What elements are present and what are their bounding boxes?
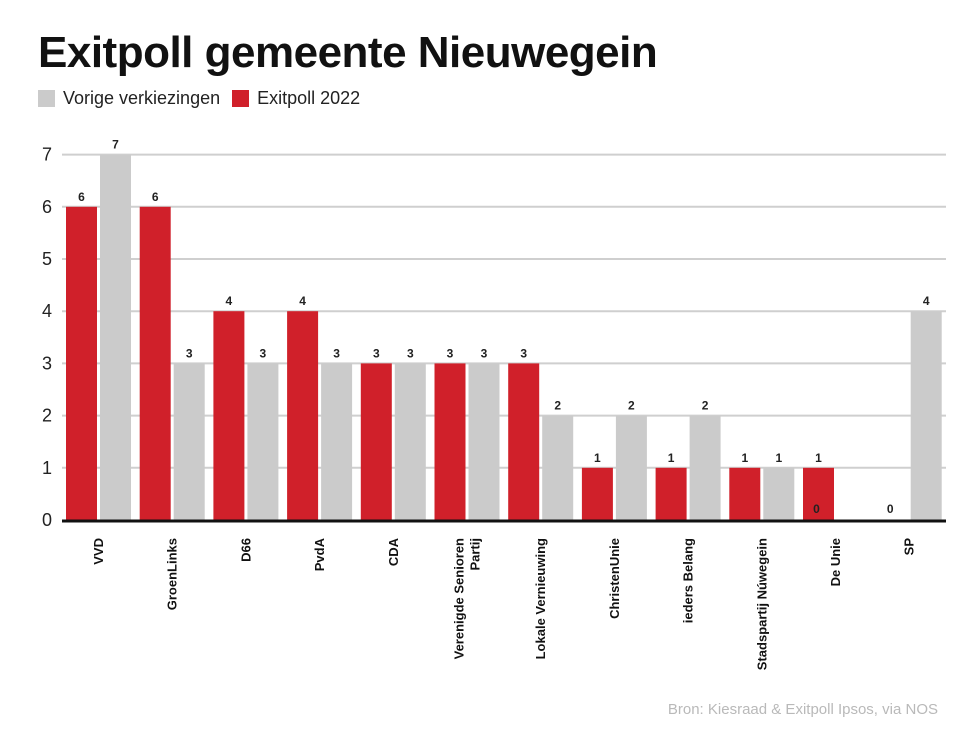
data-label: 4 xyxy=(923,294,930,308)
x-tick-label: GroenLinks xyxy=(165,538,180,610)
bar xyxy=(360,363,392,520)
bar xyxy=(468,363,500,520)
data-label: 1 xyxy=(594,451,601,465)
data-label: 0 xyxy=(887,502,894,516)
bar xyxy=(508,363,540,520)
y-tick-label: 3 xyxy=(42,353,52,373)
bar xyxy=(287,311,319,520)
data-label: 1 xyxy=(668,451,675,465)
x-tick-label: De Unie xyxy=(828,538,843,586)
bar xyxy=(689,415,721,520)
bar xyxy=(247,363,279,520)
bar xyxy=(615,415,647,520)
y-tick-label: 4 xyxy=(42,301,52,321)
y-tick-label: 5 xyxy=(42,249,52,269)
data-label: 3 xyxy=(333,346,340,360)
data-label: 6 xyxy=(152,190,159,204)
y-tick-label: 7 xyxy=(42,145,52,165)
data-label: 3 xyxy=(260,346,267,360)
data-label: 7 xyxy=(112,138,119,152)
data-label: 2 xyxy=(702,399,709,413)
x-tick-label: Lokale Vernieuwing xyxy=(533,538,548,659)
data-label: 3 xyxy=(186,346,193,360)
chart-title: Exitpoll gemeente Nieuwegein xyxy=(38,28,658,77)
data-label: 6 xyxy=(78,190,85,204)
x-tick-label: VVD xyxy=(91,538,106,565)
bar xyxy=(394,363,426,520)
legend-swatch-previous xyxy=(38,90,55,107)
y-tick-label: 6 xyxy=(42,197,52,217)
data-label: 4 xyxy=(299,294,306,308)
bar xyxy=(100,154,131,520)
chart-legend: Vorige verkiezingen Exitpoll 2022 xyxy=(38,88,372,109)
data-label: 4 xyxy=(226,294,233,308)
x-tick-label: CDA xyxy=(386,537,401,566)
legend-item-exitpoll: Exitpoll 2022 xyxy=(232,88,360,109)
x-tick-label: ieders Belang xyxy=(681,538,696,623)
x-tick-label: Partij xyxy=(468,538,483,571)
data-label: 3 xyxy=(447,346,454,360)
y-tick-label: 1 xyxy=(42,458,52,478)
legend-label-exitpoll: Exitpoll 2022 xyxy=(257,88,361,108)
bar xyxy=(803,467,834,520)
data-label: 1 xyxy=(741,451,748,465)
bar xyxy=(542,415,574,520)
x-tick-label: ChristenUnie xyxy=(607,538,622,619)
y-tick-label: 2 xyxy=(42,406,52,426)
x-tick-label: PvdA xyxy=(312,537,327,571)
data-label: 2 xyxy=(554,399,561,413)
bar xyxy=(763,467,795,520)
data-label: 0 xyxy=(813,502,820,516)
data-label: 3 xyxy=(407,346,414,360)
data-label: 3 xyxy=(481,346,488,360)
x-tick-label: SP xyxy=(902,538,917,556)
bar xyxy=(213,311,245,520)
bar xyxy=(581,467,613,520)
y-tick-label: 0 xyxy=(42,510,52,530)
legend-label-previous: Vorige verkiezingen xyxy=(63,88,221,108)
data-label: 3 xyxy=(373,346,380,360)
x-tick-label: D66 xyxy=(238,538,253,562)
data-label: 1 xyxy=(775,451,782,465)
legend-item-previous: Vorige verkiezingen xyxy=(38,88,220,109)
source-note: Bron: Kiesraad & Exitpoll Ipsos, via NOS xyxy=(667,701,938,718)
bar xyxy=(173,363,205,520)
bar xyxy=(321,363,353,520)
bar xyxy=(910,311,942,520)
bar xyxy=(434,363,466,520)
x-tick-label: Verenigde Senioren xyxy=(452,538,467,659)
bar xyxy=(66,206,97,521)
data-label: 2 xyxy=(628,399,635,413)
bar xyxy=(729,467,761,520)
x-tick-label: Stadspartij Núwegein xyxy=(754,538,769,670)
bar xyxy=(655,467,687,520)
data-label: 3 xyxy=(520,346,527,360)
data-label: 1 xyxy=(815,451,822,465)
bar xyxy=(139,206,171,521)
legend-swatch-exitpoll xyxy=(232,90,250,107)
